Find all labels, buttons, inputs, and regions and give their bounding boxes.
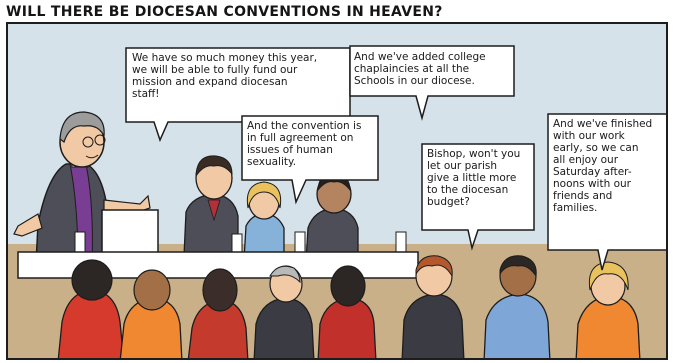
glass	[395, 231, 407, 255]
glass	[294, 231, 306, 255]
bubble-parish-shape	[421, 143, 535, 251]
panelist-woman-blonde	[243, 181, 285, 261]
bubble-chaplaincies-shape	[349, 45, 515, 121]
bubble-finished-shape	[547, 113, 666, 271]
speech-bubble-parish: Bishop, won't you let our parish give a …	[427, 148, 521, 208]
bubble-convention-shape	[241, 115, 379, 205]
panelist-man-dark-suit	[183, 155, 239, 257]
panelist-man-glasses	[305, 173, 359, 263]
comic-scene	[8, 24, 666, 358]
comic-title: WILL THERE BE DIOCESAN CONVENTIONS IN HE…	[6, 4, 443, 20]
bishop	[13, 111, 151, 265]
speech-bubble-finished: And we've finished with our work early, …	[553, 118, 653, 214]
speech-bubble-chaplaincies: And we've added college chaplaincies at …	[354, 51, 486, 87]
glass	[74, 231, 86, 255]
speech-bubble-convention: And the convention is in full agreement …	[247, 120, 362, 168]
comic-panel: We have so much money this year, we will…	[6, 22, 668, 360]
speech-bubble-money: We have so much money this year, we will…	[132, 52, 318, 100]
audience-front-row	[57, 255, 641, 358]
